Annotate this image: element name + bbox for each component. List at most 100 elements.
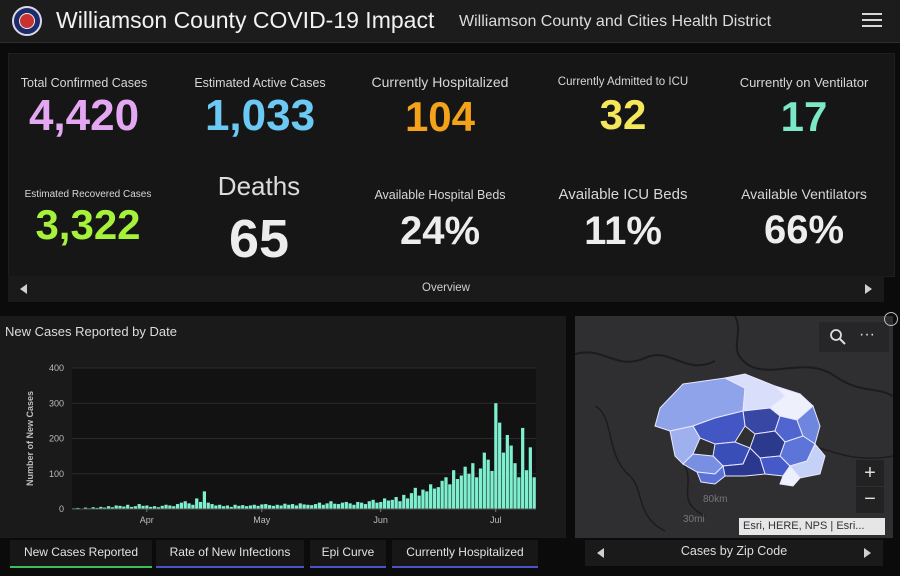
zoom-out-button[interactable]: − xyxy=(856,487,884,513)
river-line xyxy=(684,465,706,517)
stat-value: 11% xyxy=(584,209,662,253)
chart-bar xyxy=(191,504,195,509)
chart-bar xyxy=(267,505,272,509)
stat-label: Total Confirmed Cases xyxy=(20,76,148,90)
tab-rate-of-new-infections[interactable]: Rate of New Infections xyxy=(156,540,304,568)
chart-bar xyxy=(133,506,137,509)
chart-bar xyxy=(444,477,448,509)
chart-bar xyxy=(375,502,379,509)
chart-bar xyxy=(114,505,118,509)
next-arrow-icon[interactable] xyxy=(865,284,872,294)
chart-bar xyxy=(429,484,433,509)
chart-bar xyxy=(233,504,237,509)
chart-bar xyxy=(129,506,134,509)
stat-value: 65 xyxy=(228,209,290,269)
tab-currently-hospitalized[interactable]: Currently Hospitalized xyxy=(392,540,538,568)
chart-bar xyxy=(310,505,314,509)
stat-icu: Currently Admitted to ICU 32 xyxy=(546,76,700,136)
chart-bar xyxy=(91,507,95,509)
chart-bar xyxy=(149,506,153,509)
stat-value: 24% xyxy=(399,209,481,253)
chart-bar xyxy=(379,501,383,509)
stat-label: Estimated Active Cases xyxy=(194,76,326,90)
chart-bar xyxy=(344,501,348,509)
county-seal-logo xyxy=(12,6,42,36)
tab-label: New Cases Reported xyxy=(23,545,139,559)
chart-bar xyxy=(95,507,99,509)
chart-bar xyxy=(294,505,299,509)
chart-bar xyxy=(356,501,360,509)
chart-bar xyxy=(252,504,256,509)
chart-bar xyxy=(321,504,325,509)
chart-bar xyxy=(175,504,180,509)
tab-label: Currently Hospitalized xyxy=(406,545,524,559)
chart-bar xyxy=(452,470,456,509)
chart-bar xyxy=(363,504,368,509)
next-arrow-icon[interactable] xyxy=(864,548,871,558)
stat-value: 17 xyxy=(780,93,828,140)
overview-nav: Overview xyxy=(8,276,884,302)
tab-label: Epi Curve xyxy=(321,545,375,559)
chart-bar xyxy=(386,500,391,509)
chart-bar xyxy=(141,505,145,509)
stat-label: Available ICU Beds xyxy=(558,186,688,203)
chart-bar xyxy=(383,498,387,509)
expand-icon[interactable] xyxy=(884,312,898,326)
county-zip-regions xyxy=(654,373,826,487)
zoom-in-button[interactable]: + xyxy=(856,460,884,486)
chart-bar xyxy=(498,422,502,509)
tab-new-cases-reported[interactable]: New Cases Reported xyxy=(10,540,152,568)
chart-bar xyxy=(471,463,475,509)
x-tick-label: Jun xyxy=(373,515,388,525)
stat-available-icu: Available ICU Beds 11% xyxy=(546,186,700,251)
search-icon[interactable] xyxy=(829,328,847,346)
y-tick-label: 300 xyxy=(49,398,64,408)
chart-bar xyxy=(225,505,230,509)
tab-epi-curve[interactable]: Epi Curve xyxy=(310,540,386,568)
zip-code-nav: Cases by Zip Code xyxy=(585,540,883,566)
stat-label: Estimated Recovered Cases xyxy=(24,189,152,200)
chart-bar xyxy=(417,495,421,509)
previous-arrow-icon[interactable] xyxy=(597,548,604,558)
chart-bar xyxy=(287,504,291,509)
chart-bar xyxy=(195,498,199,509)
chart-bar xyxy=(76,507,80,509)
chart-bar xyxy=(467,473,471,509)
chart-bar xyxy=(183,501,187,509)
stat-label: Deaths xyxy=(217,171,301,201)
previous-arrow-icon[interactable] xyxy=(20,284,27,294)
stat-available-beds: Available Hospital Beds 24% xyxy=(361,188,519,251)
map-toolbar: ··· xyxy=(819,322,889,352)
x-tick-label: May xyxy=(253,515,271,525)
chart-bar xyxy=(237,505,241,509)
stat-active-cases: Estimated Active Cases 1,033 xyxy=(186,76,334,138)
more-options-icon[interactable]: ··· xyxy=(859,326,875,343)
page-subtitle: Williamson County and Cities Health Dist… xyxy=(459,13,772,30)
chart-bar xyxy=(360,502,364,509)
chart-bar xyxy=(298,503,302,509)
stat-label: Available Ventilators xyxy=(741,186,867,202)
y-tick-label: 200 xyxy=(49,434,64,444)
chart-bar xyxy=(390,499,394,509)
chart-bar xyxy=(99,506,103,509)
stats-panel: Total Confirmed Cases 4,420 Estimated Ac… xyxy=(8,53,895,277)
zip-code-map[interactable]: 80km 30mi ··· + − Esri, HERE, NPS | Esri… xyxy=(575,316,893,538)
chart-bar xyxy=(241,505,245,509)
overview-label: Overview xyxy=(422,282,470,294)
chart-bar xyxy=(371,499,375,509)
chart-bar xyxy=(394,497,398,509)
chart-bar xyxy=(179,502,184,509)
stat-hospitalized: Currently Hospitalized 104 xyxy=(361,74,519,138)
chart-bar xyxy=(103,507,107,509)
hamburger-menu-icon[interactable] xyxy=(862,10,882,30)
chart-bar xyxy=(478,468,483,509)
chart-bar xyxy=(202,491,207,509)
chart-bar xyxy=(490,470,494,509)
chart-bar xyxy=(283,503,287,509)
chart-bar xyxy=(402,494,406,509)
chart-bar xyxy=(198,501,203,509)
chart-bar xyxy=(448,484,452,509)
map-canvas: 80km 30mi xyxy=(575,316,893,532)
chart-bar xyxy=(122,506,126,509)
map-scale-km: 80km xyxy=(703,494,727,505)
